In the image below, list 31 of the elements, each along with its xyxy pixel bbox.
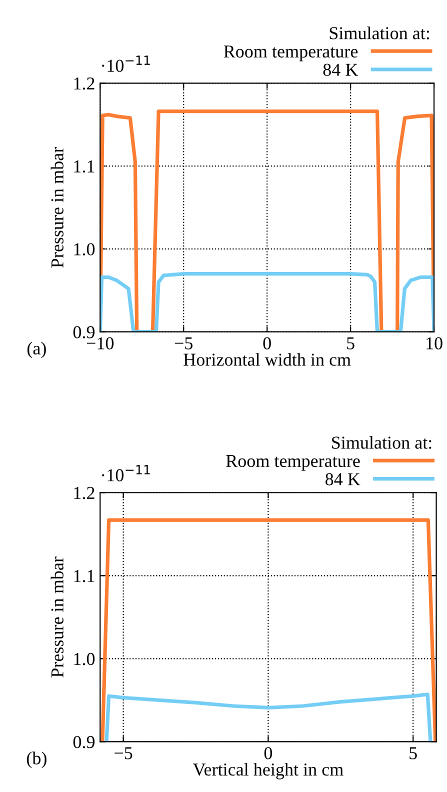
legend-label: 84 K [323,64,358,76]
text: ·10$^{−11}$ [102,465,150,482]
x-tick-label: 0 [264,747,272,760]
y-tick-label: 1.0 [74,652,95,666]
y-tick-label: 1.2 [74,77,94,90]
x-tick-label: 0 [263,337,271,350]
y-tick-label: 1.1 [74,160,94,173]
x-tick-label: −5 [114,747,132,760]
y-axis-title: Pressure in mbar [50,146,64,268]
y-tick-label: 1.2 [74,486,94,500]
legend-label: Room temperature [224,46,358,62]
y-tick-label: 1.0 [74,243,95,256]
x-axis-title: Vertical height in cm [192,762,344,780]
text: (b) [26,752,46,768]
x-tick-label: −5 [174,337,193,350]
y-axis-title: Pressure in mbar [50,556,64,678]
x-axis-title: Horizontal width in cm [184,353,351,366]
x-tick-label: 5 [347,337,354,350]
line-series [104,692,432,742]
text: (a) [27,342,46,358]
legend-title: Simulation at: [332,436,432,449]
legend-label: 84 K [326,473,360,486]
x-tick-label: 5 [410,747,417,760]
y-tick-label: 0.9 [73,736,95,748]
y-tick-label: 1.1 [74,570,94,582]
legend-title: Simulation at: [330,26,429,40]
text: ·10$^{−11}$ [102,56,150,72]
x-tick-label: −10 [86,337,114,350]
legend-label: Room temperature [226,455,360,471]
x-tick-label: 10 [426,337,442,350]
y-tick-label: 0.9 [73,326,95,338]
